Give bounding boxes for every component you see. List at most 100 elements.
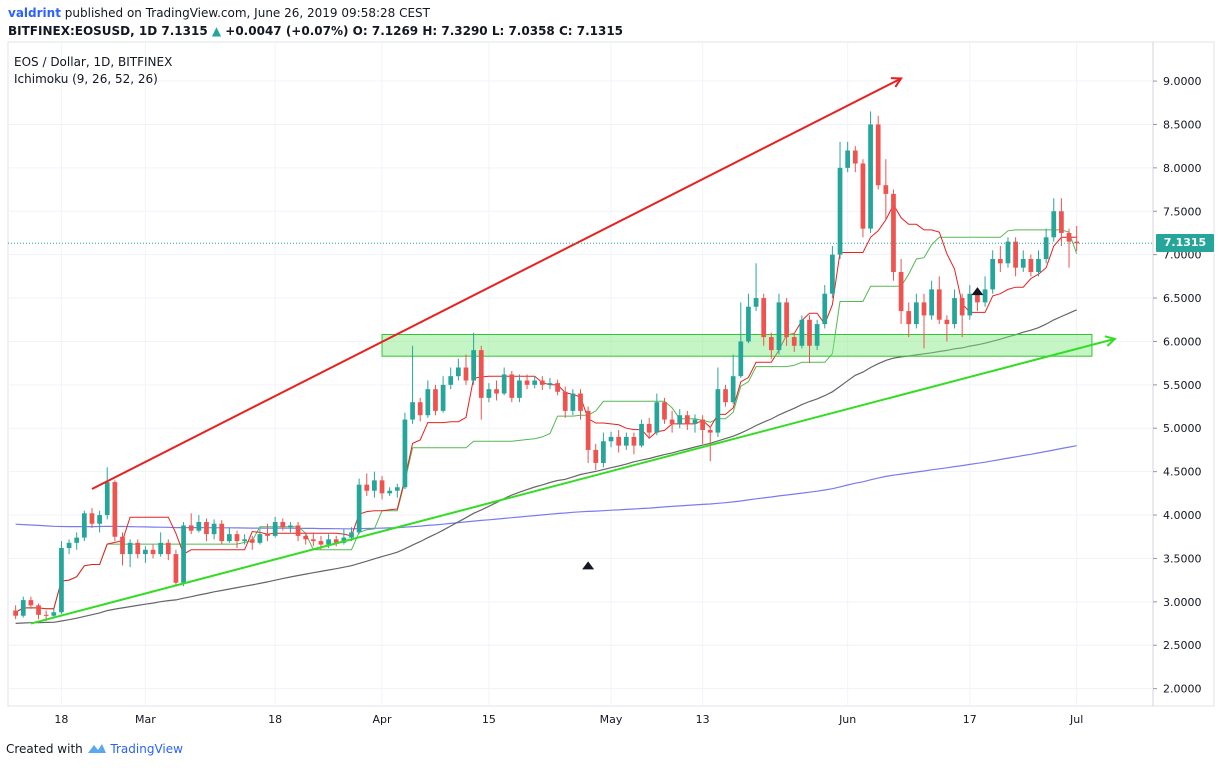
candle — [631, 432, 637, 455]
candle-body — [188, 525, 194, 531]
candle-body — [830, 254, 835, 294]
candle-body — [402, 419, 408, 488]
candle-body — [150, 549, 156, 555]
candle — [120, 532, 125, 566]
candle — [486, 383, 492, 403]
symbol-line: BITFINEX:EOSUSD, 1D 7.1315 ▲ +0.0047 (+0… — [8, 22, 623, 40]
candle — [257, 528, 263, 545]
candle-body — [975, 293, 980, 303]
candle — [860, 159, 866, 238]
gray-moving-average-line — [15, 309, 1077, 624]
candle — [456, 358, 461, 381]
candle-body — [13, 610, 18, 616]
candle — [13, 605, 18, 620]
candle — [623, 432, 629, 450]
candle — [1074, 226, 1080, 252]
chart-legend: EOS / Dollar, 1D, BITFINEX Ichimoku (9, … — [14, 54, 172, 88]
candle — [227, 527, 232, 543]
candle-body — [288, 525, 293, 528]
candle-body — [204, 521, 209, 535]
candle-body — [410, 402, 415, 420]
candle — [524, 374, 530, 390]
candle-body — [914, 302, 919, 325]
candle-body — [761, 298, 767, 338]
candle-body — [97, 515, 102, 524]
candle-body — [860, 163, 866, 229]
y-tick-label: 9.0000 — [1163, 75, 1202, 88]
candle — [700, 415, 705, 444]
candle-body — [81, 513, 87, 538]
candle — [188, 513, 194, 535]
candle — [448, 367, 454, 390]
candle-body — [1036, 258, 1041, 273]
candle — [74, 532, 80, 550]
tradingview-brand[interactable]: TradingView — [110, 742, 183, 756]
candle — [738, 302, 744, 378]
candle-body — [623, 436, 629, 446]
candle — [578, 389, 583, 420]
tenkan-line — [15, 203, 1077, 613]
candle-body — [1020, 258, 1026, 268]
candle-body — [707, 429, 713, 433]
candle-body — [906, 311, 912, 325]
candle — [654, 393, 660, 436]
candle — [440, 376, 446, 413]
candle-body — [51, 612, 57, 616]
x-tick-label: Jul — [1069, 713, 1083, 726]
candle — [1059, 198, 1064, 246]
candle-body — [807, 319, 812, 346]
x-tick-label: 18 — [54, 713, 68, 726]
candle-body — [433, 389, 438, 411]
candle-body — [539, 380, 545, 385]
candle — [830, 245, 835, 299]
candle-body — [654, 402, 660, 433]
candle-body — [967, 293, 973, 316]
candle-body — [280, 521, 286, 528]
candle-body — [570, 393, 576, 411]
indicator-label[interactable]: Ichimoku (9, 26, 52, 26) — [14, 72, 158, 86]
candle — [104, 467, 110, 520]
candle — [417, 397, 423, 422]
candle — [906, 302, 912, 338]
candle-body — [425, 389, 431, 416]
candle-body — [677, 415, 683, 424]
candle — [814, 319, 820, 351]
candle — [707, 426, 713, 462]
candle-body — [997, 258, 1003, 264]
candle-body — [326, 539, 331, 545]
candle — [807, 315, 812, 364]
candle — [746, 293, 751, 344]
candle-body — [669, 419, 675, 424]
candle-body — [898, 272, 904, 312]
candle — [646, 417, 652, 439]
candle-body — [517, 380, 522, 398]
candle — [532, 376, 538, 389]
candle-body — [494, 389, 499, 394]
candle — [433, 384, 438, 416]
candle-body — [227, 534, 232, 542]
candle — [219, 520, 225, 545]
candle-body — [303, 535, 309, 540]
candle — [494, 380, 499, 401]
candle — [875, 115, 881, 190]
candle — [868, 111, 873, 233]
author-link[interactable]: valdrint — [8, 6, 61, 20]
candle-body — [692, 419, 698, 424]
candle-body — [883, 185, 889, 194]
candle-body — [952, 298, 957, 325]
triangle-marker-icon — [582, 561, 595, 570]
candle-body — [837, 167, 843, 255]
x-tick-label: May — [600, 713, 623, 726]
footer: Created with TradingView — [6, 742, 183, 756]
candle-body — [219, 523, 225, 542]
candle — [539, 376, 545, 391]
candle — [768, 332, 774, 359]
y-tick-label: 2.0000 — [1163, 683, 1202, 696]
candle-body — [272, 521, 278, 536]
x-tick-label: Apr — [373, 713, 393, 726]
y-tick-label: 4.0000 — [1163, 509, 1202, 522]
y-tick-label: 3.5000 — [1163, 552, 1202, 565]
candle-body — [165, 542, 171, 555]
candle-body — [501, 374, 507, 394]
